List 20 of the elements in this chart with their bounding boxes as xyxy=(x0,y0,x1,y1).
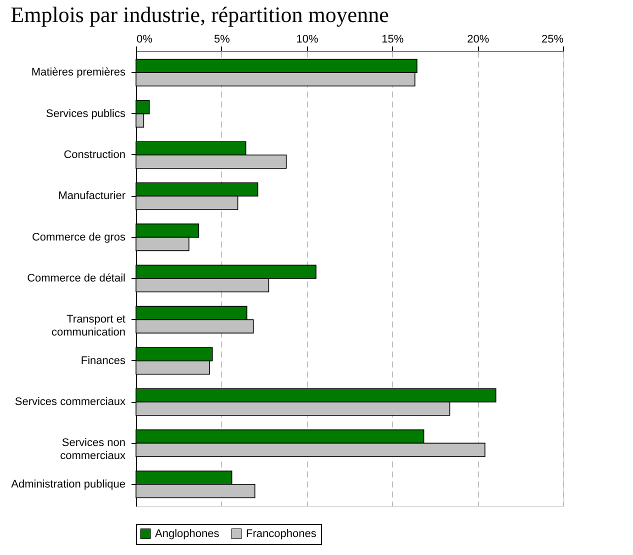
chart-title: Emplois par industrie, répartition moyenne xyxy=(10,2,389,27)
y-tick-label: Finances xyxy=(80,354,126,367)
x-tick-label: 15% xyxy=(382,34,404,46)
y-tick-label: Services publics xyxy=(46,108,126,120)
legend-label: Anglophones xyxy=(155,528,220,540)
x-tick-label: 20% xyxy=(467,34,490,46)
x-tick-label: 5% xyxy=(214,34,230,46)
x-tick-label: 0% xyxy=(136,34,153,46)
y-tick-label: Matières premières xyxy=(31,66,126,79)
y-tick-label: Services non commerciaux xyxy=(60,437,126,462)
y-tick-label: Administration publique xyxy=(11,478,126,490)
y-tick-label: Services commerciaux xyxy=(14,396,126,408)
y-tick-label: Transport et communication xyxy=(52,314,126,339)
x-tick-label: 25% xyxy=(541,34,564,46)
y-tick-label: Construction xyxy=(64,148,126,161)
x-tick-label: 10% xyxy=(296,34,319,46)
y-tick-label: Manufacturier xyxy=(58,190,126,202)
y-tick-label: Commerce de détail xyxy=(27,272,126,284)
legend-label: Francophones xyxy=(246,528,317,540)
y-tick-label: Commerce de gros xyxy=(32,231,126,244)
